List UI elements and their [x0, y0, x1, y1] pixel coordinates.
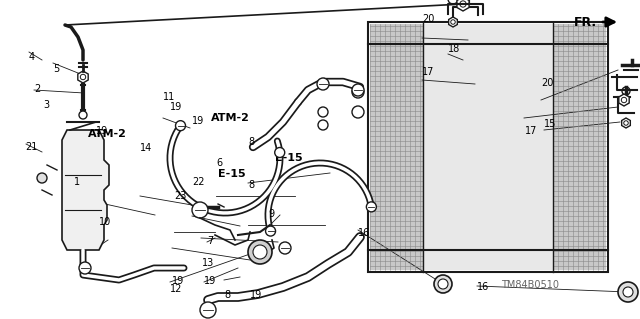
Circle shape: [352, 86, 364, 98]
Circle shape: [192, 202, 208, 218]
Circle shape: [622, 87, 630, 95]
Text: 8: 8: [248, 180, 255, 190]
Text: 19: 19: [96, 126, 108, 136]
Text: 16: 16: [358, 228, 371, 238]
Text: 1: 1: [74, 177, 80, 187]
Circle shape: [279, 242, 291, 254]
Text: 2: 2: [34, 84, 40, 94]
Circle shape: [275, 147, 285, 158]
Text: 19: 19: [204, 276, 216, 286]
Text: E-15: E-15: [218, 169, 245, 179]
Circle shape: [366, 202, 376, 212]
Circle shape: [618, 282, 638, 302]
Text: 21: 21: [26, 142, 38, 152]
Polygon shape: [62, 130, 109, 250]
Text: 16: 16: [477, 282, 489, 292]
Text: 14: 14: [140, 143, 152, 153]
Text: 20: 20: [541, 78, 553, 88]
Circle shape: [352, 84, 364, 96]
Circle shape: [352, 106, 364, 118]
Text: 19: 19: [192, 116, 204, 126]
Text: 9: 9: [269, 209, 275, 219]
Text: 18: 18: [448, 44, 460, 55]
Polygon shape: [457, 0, 469, 11]
Polygon shape: [78, 71, 88, 83]
Text: TM84B0510: TM84B0510: [501, 280, 559, 290]
Text: ATM-2: ATM-2: [211, 113, 250, 123]
Text: 20: 20: [422, 14, 435, 24]
Text: 6: 6: [216, 158, 223, 168]
Text: 12: 12: [170, 284, 182, 294]
Circle shape: [438, 279, 448, 289]
Polygon shape: [449, 17, 458, 27]
Circle shape: [79, 111, 87, 119]
Circle shape: [37, 173, 47, 183]
Circle shape: [318, 120, 328, 130]
Polygon shape: [619, 94, 629, 106]
Text: 23: 23: [174, 191, 186, 201]
Text: FR.: FR.: [574, 17, 597, 29]
Bar: [370, 24, 423, 270]
Text: 3: 3: [44, 100, 50, 110]
Text: 19: 19: [172, 276, 184, 286]
Circle shape: [200, 302, 216, 318]
Circle shape: [79, 262, 91, 274]
Text: 15: 15: [544, 119, 556, 130]
Text: 10: 10: [99, 217, 111, 227]
Circle shape: [317, 78, 329, 90]
Circle shape: [253, 245, 267, 259]
Text: 5: 5: [53, 63, 60, 74]
Text: 17: 17: [525, 126, 537, 136]
Text: 7: 7: [207, 236, 213, 246]
Text: 4: 4: [29, 52, 35, 63]
Circle shape: [623, 287, 633, 297]
Circle shape: [434, 275, 452, 293]
Text: E-15: E-15: [275, 153, 303, 163]
Circle shape: [175, 121, 186, 131]
Text: 17: 17: [422, 67, 435, 77]
Polygon shape: [621, 118, 630, 128]
Text: 8: 8: [248, 137, 255, 147]
Text: 13: 13: [202, 258, 214, 268]
Text: 11: 11: [163, 92, 175, 102]
Circle shape: [248, 240, 272, 264]
Bar: [423, 24, 553, 270]
Bar: [553, 24, 606, 270]
Text: ATM-2: ATM-2: [88, 129, 127, 139]
Text: 19: 19: [170, 102, 182, 112]
Text: 8: 8: [224, 290, 230, 300]
Circle shape: [318, 107, 328, 117]
Circle shape: [448, 0, 458, 4]
Text: 22: 22: [192, 177, 205, 187]
Bar: [368, 22, 608, 272]
Circle shape: [266, 226, 276, 236]
Text: 19: 19: [250, 290, 262, 300]
